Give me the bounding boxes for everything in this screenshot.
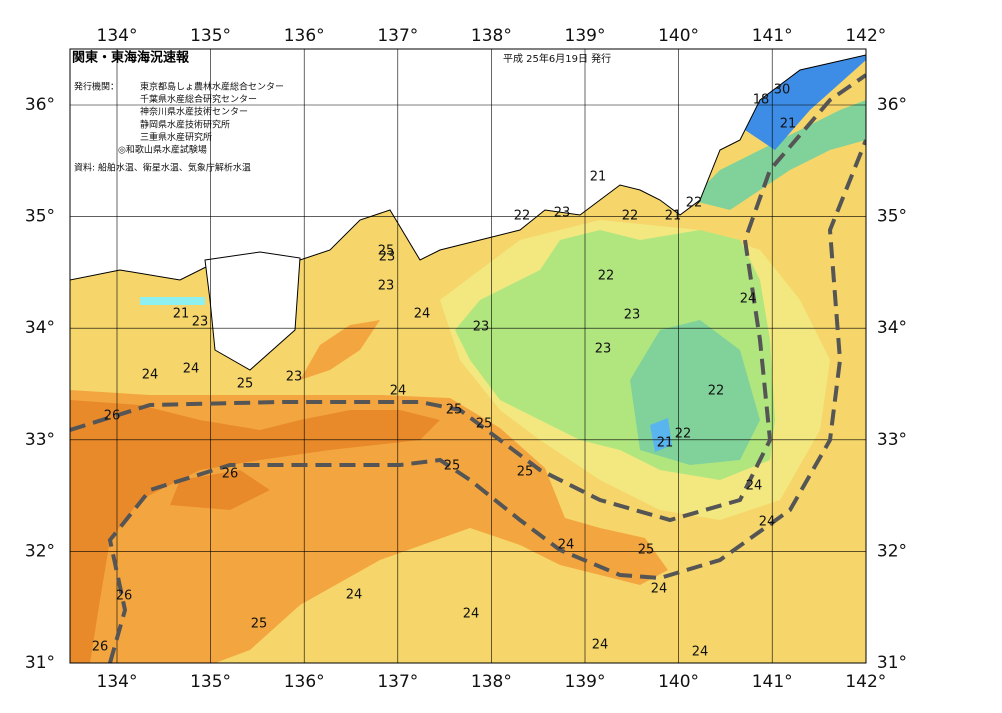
issuer: 三重県水産研究所: [140, 131, 212, 143]
contour-label: 24: [592, 638, 609, 653]
kuroshio-axis-outer: [107, 139, 866, 663]
contour-label: 24: [759, 515, 776, 530]
contour-label: 25: [378, 244, 395, 259]
map-body: [70, 49, 866, 663]
contour-label: 21: [657, 436, 674, 451]
contour-label: 24: [183, 362, 200, 377]
sea-cyan: [140, 297, 205, 305]
issuer: ◎和歌山県水産試験場: [118, 144, 207, 156]
contour-label: 25: [446, 403, 463, 418]
contour-label: 25: [237, 377, 254, 392]
lon-label-top: 135°: [190, 26, 231, 46]
lon-label-bottom: 134°: [97, 672, 138, 692]
contour-label: 26: [116, 589, 133, 604]
contour-label: 23: [192, 315, 209, 330]
sea-deep-orange-2: [170, 470, 270, 510]
lat-label-right: 34°: [877, 318, 907, 338]
contour-label: 22: [598, 269, 615, 284]
lon-label-bottom: 140°: [658, 672, 699, 692]
lat-label-left: 33°: [25, 430, 55, 450]
contour-label: 24: [414, 307, 431, 322]
contour-label: 21: [780, 117, 797, 132]
lat-label-left: 35°: [25, 207, 55, 227]
contour-label: 21: [173, 307, 190, 322]
contour-label: 24: [558, 538, 575, 553]
lon-label-top: 134°: [97, 26, 138, 46]
contour-label: 24: [346, 588, 363, 603]
lon-label-bottom: 139°: [565, 672, 606, 692]
contour-label: 24: [142, 368, 159, 383]
contour-label: 22: [675, 427, 692, 442]
contour-label: 25: [251, 617, 268, 632]
lon-label-bottom: 142°: [845, 672, 886, 692]
lat-label-left: 32°: [25, 541, 55, 561]
contour-label: 24: [651, 582, 668, 597]
lat-label-left: 31°: [25, 653, 55, 673]
map-frame: [69, 48, 867, 664]
kuroshio-axis-inner: [70, 73, 866, 523]
contour-label: 23: [624, 308, 641, 323]
contour-label: 24: [463, 607, 480, 622]
contour-label: 22: [686, 196, 703, 211]
contour-label: 26: [222, 467, 239, 482]
contour-label: 25: [517, 465, 534, 480]
issuer: 神奈川県水産技術センター: [140, 106, 248, 118]
contour-label: 23: [286, 370, 303, 385]
lat-label-right: 36°: [877, 95, 907, 115]
contour-label: 24: [390, 384, 407, 399]
contour-label: 23: [473, 320, 490, 335]
lon-label-top: 139°: [565, 26, 606, 46]
contour-label: 23: [554, 206, 571, 221]
sea-orange-coast: [300, 320, 380, 380]
contour-label: 25: [444, 459, 461, 474]
lat-label-left: 36°: [25, 95, 55, 115]
labels: 134° 134° 135° 135° 136° 136° 137° 137° 138° 138°…: [25, 26, 907, 692]
lon-label-bottom: 141°: [752, 672, 793, 692]
lon-label-bottom: 135°: [190, 672, 231, 692]
sources: 資料: 船舶水温、衛星水温、気象庁解析水温: [74, 162, 251, 174]
contour-label: 21: [590, 170, 607, 185]
issue-date: 平成 25年6月19日 発行: [503, 52, 611, 65]
contour-label: 25: [638, 543, 655, 558]
contour-label: 23: [379, 250, 396, 265]
sea-north-green: [690, 100, 866, 210]
lat-label-right: 32°: [877, 541, 907, 561]
contour-label: 22: [708, 384, 725, 399]
issuer: 静岡県水産技術研究所: [140, 118, 230, 130]
issuer: 千葉県水産総合研究センター: [140, 93, 257, 105]
lon-label-bottom: 136°: [284, 672, 325, 692]
contour-label: 23: [595, 342, 612, 357]
lat-label-right: 33°: [877, 430, 907, 450]
lat-label-right: 35°: [877, 207, 907, 227]
lon-label-top: 140°: [658, 26, 699, 46]
lat-label-left: 34°: [25, 318, 55, 338]
contour-label: 30: [774, 83, 791, 98]
contour-label: 25: [476, 417, 493, 432]
lon-label-top: 137°: [377, 26, 418, 46]
contour-label: 26: [92, 640, 109, 655]
contour-label: 21: [665, 209, 682, 224]
sea-deep-orange: [70, 400, 440, 663]
sea-cold-spot: [650, 418, 672, 452]
lon-label-bottom: 138°: [471, 672, 512, 692]
lon-label-top: 141°: [752, 26, 793, 46]
lon-label-bottom: 137°: [377, 672, 418, 692]
contour-label: 22: [514, 209, 531, 224]
contour-label: 24: [746, 479, 763, 494]
lon-label-top: 136°: [284, 26, 325, 46]
issuer: 東京都島しょ農林水産総合センター: [140, 81, 284, 93]
contour-label: 22: [622, 209, 639, 224]
lon-label-top: 138°: [471, 26, 512, 46]
issuers-label: 発行機関：: [74, 81, 119, 93]
contour-label: 24: [740, 292, 757, 307]
contour-label: 24: [692, 645, 709, 660]
contour-label: 18: [753, 93, 770, 108]
contour-label: 26: [104, 409, 121, 424]
contour-label: 23: [378, 279, 395, 294]
map-title: 関東・東海海況速報: [72, 50, 190, 66]
lat-label-right: 31°: [877, 653, 907, 673]
lon-label-top: 142°: [845, 26, 886, 46]
